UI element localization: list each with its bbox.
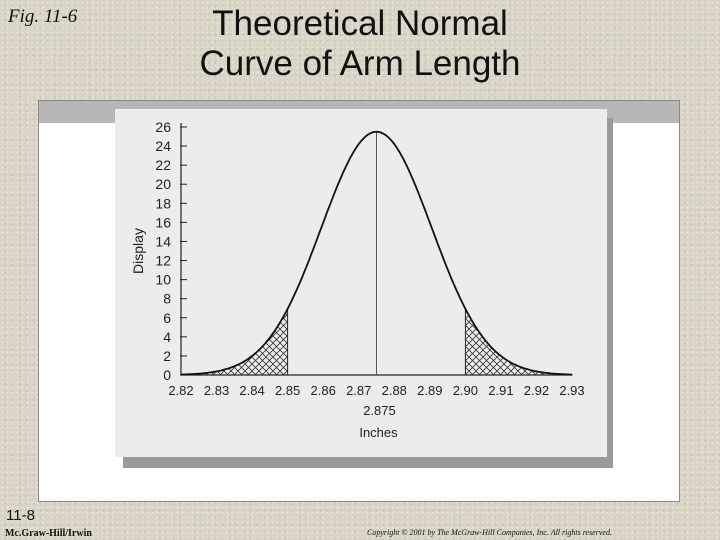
y-tick-label: 4	[163, 329, 171, 345]
x-tick-label: 2.85	[275, 383, 300, 398]
x-tick-label: 2.89	[417, 383, 442, 398]
slide-title: Theoretical Normal Curve of Arm Length	[150, 4, 570, 84]
y-tick-label: 16	[155, 214, 171, 230]
y-tick-label: 0	[163, 367, 171, 383]
y-tick-label: 20	[155, 176, 171, 192]
y-tick-label: 24	[155, 138, 171, 154]
y-tick-label: 6	[163, 310, 171, 326]
x-tick-label: 2.83	[204, 383, 229, 398]
x-tick-label: 2.84	[239, 383, 264, 398]
y-tick-label: 26	[155, 119, 171, 135]
x-tick-label: 2.86	[311, 383, 336, 398]
x-tick-label: 2.90	[453, 383, 478, 398]
y-tick-label: 12	[155, 253, 171, 269]
x-tick-label: 2.88	[382, 383, 407, 398]
y-tick-label: 18	[155, 195, 171, 211]
hatched-tail-region-2	[464, 308, 573, 376]
figure-label: Fig. 11-6	[8, 6, 78, 27]
y-tick-label: 14	[155, 233, 171, 249]
x-tick-label: 2.93	[559, 383, 584, 398]
slide-title-line-2: Curve of Arm Length	[199, 44, 521, 83]
y-tick-label: 2	[163, 348, 171, 364]
y-tick-label: 22	[155, 157, 171, 173]
normal-curve-line	[180, 130, 573, 376]
chart-panel	[115, 109, 607, 457]
copyright-notice: Copyright © 2001 by The McGraw-Hill Comp…	[367, 528, 612, 537]
y-axis-title: Display	[130, 228, 146, 274]
x-tick-label: 2.92	[524, 383, 549, 398]
x-tick-label: 2.91	[488, 383, 513, 398]
y-tick-label: 8	[163, 291, 171, 307]
mean-value-label: 2.875	[363, 403, 396, 418]
x-tick-label: 2.87	[346, 383, 371, 398]
publisher-logo-text: Mc.Graw-Hill/Irwin	[5, 528, 92, 539]
x-axis-title: Inches	[359, 425, 398, 440]
slide-number: 11-8	[6, 507, 35, 524]
slide-title-line-1: Theoretical Normal	[212, 4, 508, 43]
x-tick-label: 2.82	[168, 383, 193, 398]
y-tick-label: 10	[155, 272, 171, 288]
hatched-tail-region-1	[180, 308, 289, 376]
